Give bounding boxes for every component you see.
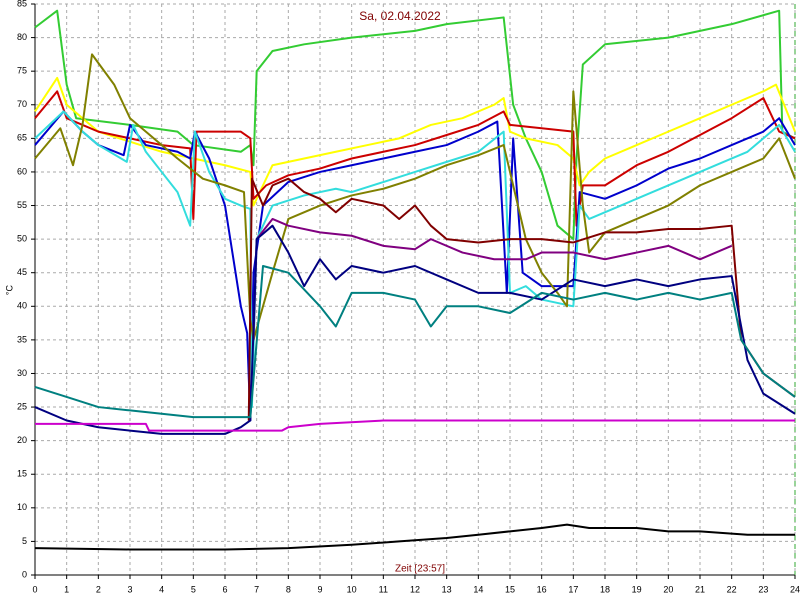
y-tick-label: 35 xyxy=(17,334,27,344)
y-tick-label: 5 xyxy=(22,536,27,546)
x-tick-label: 1 xyxy=(64,584,69,594)
y-tick-label: 30 xyxy=(17,368,27,378)
x-tick-label: 15 xyxy=(505,584,515,594)
x-tick-label: 0 xyxy=(32,584,37,594)
y-tick-label: 25 xyxy=(17,401,27,411)
x-tick-label: 12 xyxy=(410,584,420,594)
y-tick-label: 0 xyxy=(22,569,27,579)
y-tick-label: 40 xyxy=(17,301,27,311)
y-tick-label: 80 xyxy=(17,32,27,42)
x-tick-label: 5 xyxy=(191,584,196,594)
y-tick-label: 55 xyxy=(17,200,27,210)
series-line xyxy=(34,76,796,207)
series-line xyxy=(34,110,796,409)
y-tick-label: 60 xyxy=(17,166,27,176)
series-line xyxy=(34,523,795,551)
x-tick-label: 20 xyxy=(663,584,673,594)
y-tick-label: 65 xyxy=(17,133,27,143)
x-tick-label: 9 xyxy=(317,584,322,594)
x-tick-label: 8 xyxy=(286,584,291,594)
x-tick-label: 4 xyxy=(159,584,164,594)
series-line xyxy=(252,217,733,340)
series-line xyxy=(34,90,796,227)
x-tick-label: 7 xyxy=(254,584,259,594)
series-line xyxy=(35,419,795,432)
x-tick-label: 23 xyxy=(758,584,768,594)
y-tick-label: 50 xyxy=(17,233,27,243)
series-line xyxy=(34,53,796,341)
y-tick-label: 85 xyxy=(17,0,27,8)
x-tick-label: 22 xyxy=(727,584,737,594)
y-axis-label: °C xyxy=(4,284,14,295)
x-tick-label: 10 xyxy=(347,584,357,594)
x-tick-label: 19 xyxy=(632,584,642,594)
x-axis-label: Zeit [23:57] xyxy=(395,564,445,575)
x-tick-label: 13 xyxy=(442,584,452,594)
series-line xyxy=(34,264,796,419)
x-tick-label: 17 xyxy=(568,584,578,594)
series-line xyxy=(34,110,796,422)
y-tick-label: 20 xyxy=(17,435,27,445)
x-tick-label: 14 xyxy=(473,584,483,594)
x-tick-label: 18 xyxy=(600,584,610,594)
y-tick-label: 15 xyxy=(17,469,27,479)
series-line xyxy=(247,177,796,421)
y-tick-label: 10 xyxy=(17,502,27,512)
y-tick-label: 45 xyxy=(17,267,27,277)
series-line xyxy=(34,224,796,435)
y-tick-label: 70 xyxy=(17,99,27,109)
x-tick-label: 24 xyxy=(790,584,800,594)
x-tick-label: 21 xyxy=(695,584,705,594)
chart-title: Sa, 02.04.2022 xyxy=(359,9,441,23)
x-tick-label: 16 xyxy=(537,584,547,594)
x-tick-label: 3 xyxy=(127,584,132,594)
series-line xyxy=(34,9,796,241)
x-tick-label: 6 xyxy=(222,584,227,594)
x-tick-label: 11 xyxy=(379,584,388,594)
x-tick-label: 2 xyxy=(96,584,101,594)
y-tick-label: 75 xyxy=(17,66,27,76)
